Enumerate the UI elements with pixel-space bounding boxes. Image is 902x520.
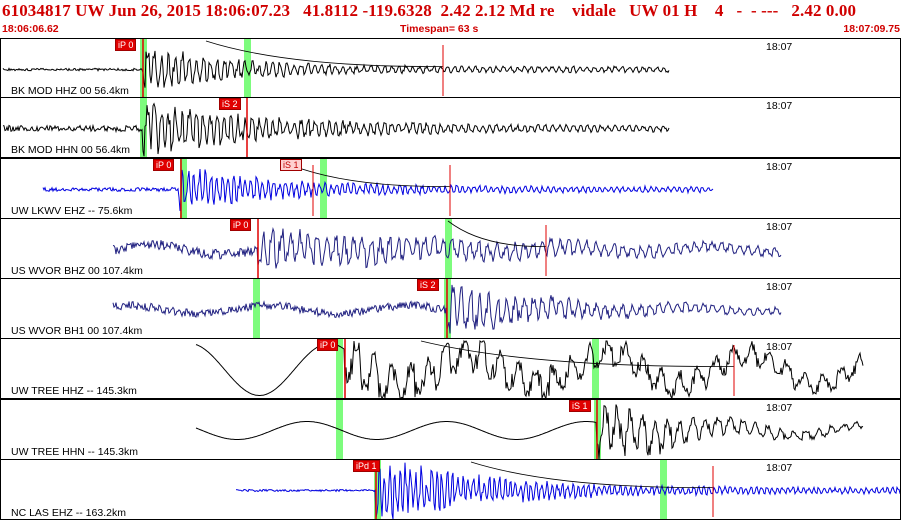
seismic-waveform (195, 339, 864, 398)
trace-panel[interactable]: iP 0 18:07 UW TREE HHZ -- 145.3km (0, 338, 901, 399)
seismic-waveform (2, 102, 670, 157)
waveform-canvas (42, 159, 714, 218)
panel-time-label: 18:07 (766, 100, 793, 112)
seismic-waveform (112, 227, 782, 269)
waveform-canvas (235, 460, 900, 519)
coda-decay-curve (205, 40, 444, 67)
panel-time-label: 18:07 (766, 221, 793, 233)
waveform-canvas (2, 39, 670, 98)
phase-pick-tag[interactable]: iS 2 (417, 279, 439, 291)
panel-time-label: 18:07 (766, 341, 793, 353)
phase-pick-tag[interactable]: iS 1 (569, 400, 591, 412)
analysis-window-marker (445, 219, 452, 278)
phase-pick-tag[interactable]: iS 1 (280, 159, 302, 171)
analysis-window-marker (592, 339, 599, 398)
analysis-window-marker (336, 339, 343, 398)
start-time: 18:06:06.62 (2, 23, 59, 35)
seismic-waveform (235, 462, 900, 519)
panel-time-label: 18:07 (766, 41, 793, 53)
coda-decay-curve (420, 340, 735, 367)
waveform-canvas (195, 400, 864, 459)
analysis-window-marker (244, 39, 251, 98)
trace-panel[interactable]: iP 0 iS 1 18:07 UW LKWV EHZ -- 75.6km (0, 158, 901, 219)
analysis-window-marker (374, 460, 381, 519)
event-summary-line: 61034817 UW Jun 26, 2015 18:06:07.23 41.… (2, 1, 857, 20)
event-header: 61034817 UW Jun 26, 2015 18:06:07.23 41.… (0, 0, 902, 38)
channel-label: UW LKWV EHZ -- 75.6km (11, 205, 133, 217)
trace-panel[interactable]: iP 0 18:07 US WVOR BHZ 00 107.4km (0, 218, 901, 279)
trace-panel[interactable]: iS 1 18:07 UW TREE HHN -- 145.3km (0, 399, 901, 460)
timespan-label: Timespan= 63 s (400, 23, 479, 35)
channel-label: BK MOD HHZ 00 56.4km (11, 85, 129, 97)
phase-pick-tag[interactable]: iP 0 (230, 219, 252, 231)
channel-label: UW TREE HHN -- 145.3km (11, 446, 138, 458)
coda-decay-curve (280, 160, 451, 187)
waveform-canvas (112, 279, 782, 338)
channel-label: UW TREE HHZ -- 145.3km (11, 385, 137, 397)
seismogram-panels: iP 0 18:07 BK MOD HHZ 00 56.4km iS 2 18:07 BK… (0, 38, 902, 520)
seismic-waveform (195, 404, 864, 459)
panel-time-label: 18:07 (766, 281, 793, 293)
panel-time-label: 18:07 (766, 402, 793, 414)
phase-pick-tag[interactable]: iP 0 (115, 39, 137, 51)
waveform-canvas (2, 98, 670, 157)
coda-decay-curve (447, 220, 547, 247)
phase-pick-tag[interactable]: iPd 1 (353, 460, 380, 472)
channel-label: US WVOR BH1 00 107.4km (11, 325, 143, 337)
end-time: 18:07:09.75 (843, 23, 900, 35)
phase-pick-tag[interactable]: iS 2 (219, 98, 241, 110)
seismic-waveform (2, 50, 670, 88)
panel-time-label: 18:07 (766, 462, 793, 474)
waveform-canvas (195, 339, 864, 398)
time-axis-info: 18:06:06.62 Timespan= 63 s 18:07:09.75 (0, 23, 902, 37)
trace-panel[interactable]: iS 2 18:07 BK MOD HHN 00 56.4km (0, 97, 901, 158)
channel-label: US WVOR BHZ 00 107.4km (11, 265, 143, 277)
panel-time-label: 18:07 (766, 161, 793, 173)
phase-pick-tag[interactable]: iP 0 (153, 159, 175, 171)
phase-pick-tag[interactable]: iP 0 (317, 339, 339, 351)
trace-panel[interactable]: iP 0 18:07 BK MOD HHZ 00 56.4km (0, 38, 901, 99)
analysis-window-marker (660, 460, 667, 519)
trace-panel[interactable]: iPd 1 18:07 NC LAS EHZ -- 163.2km (0, 459, 901, 520)
seismic-waveform (42, 168, 714, 211)
channel-label: BK MOD HHN 00 56.4km (11, 144, 131, 156)
analysis-window-marker (140, 98, 147, 157)
coda-decay-curve (470, 461, 714, 488)
channel-label: NC LAS EHZ -- 163.2km (11, 507, 126, 519)
analysis-window-marker (253, 279, 260, 338)
trace-panel[interactable]: iS 2 18:07 US WVOR BH1 00 107.4km (0, 278, 901, 339)
waveform-canvas (112, 219, 782, 278)
